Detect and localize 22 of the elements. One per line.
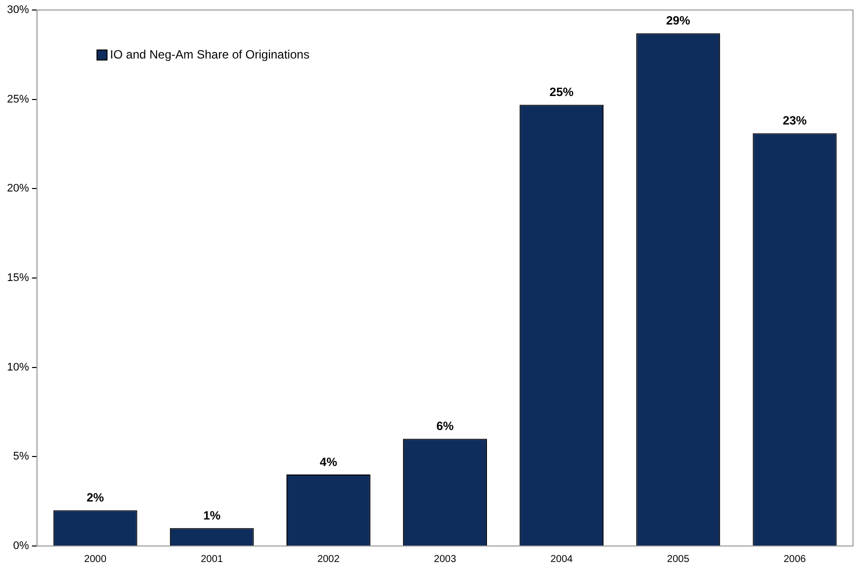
data-label: 1% — [203, 508, 221, 522]
data-label: 29% — [666, 14, 690, 28]
y-tick-label: 20% — [6, 182, 30, 195]
x-tick-label: 2003 — [434, 554, 457, 565]
x-tick-label: 2000 — [84, 554, 107, 565]
data-label: 2% — [86, 490, 104, 505]
x-tick-label: 2006 — [784, 554, 806, 565]
y-tick-label: 30% — [6, 4, 30, 16]
x-tick-label: 2004 — [550, 554, 574, 565]
y-tick-label: 10% — [6, 361, 30, 374]
data-label: 4% — [320, 454, 338, 469]
data-label: 23% — [782, 114, 808, 128]
y-tick-label: 5% — [13, 450, 30, 463]
x-tick-label: 2005 — [667, 554, 690, 565]
y-tick-label: 25% — [6, 93, 30, 106]
x-tick-label: 2002 — [317, 554, 340, 565]
y-tick-label: 0% — [13, 540, 30, 552]
data-label: 6% — [436, 419, 454, 434]
legend-label: IO and Neg-Am Share of Originations — [110, 47, 310, 62]
y-tick-label: 15% — [6, 272, 30, 284]
x-tick-label: 2001 — [200, 554, 224, 565]
data-label: 25% — [550, 85, 574, 100]
